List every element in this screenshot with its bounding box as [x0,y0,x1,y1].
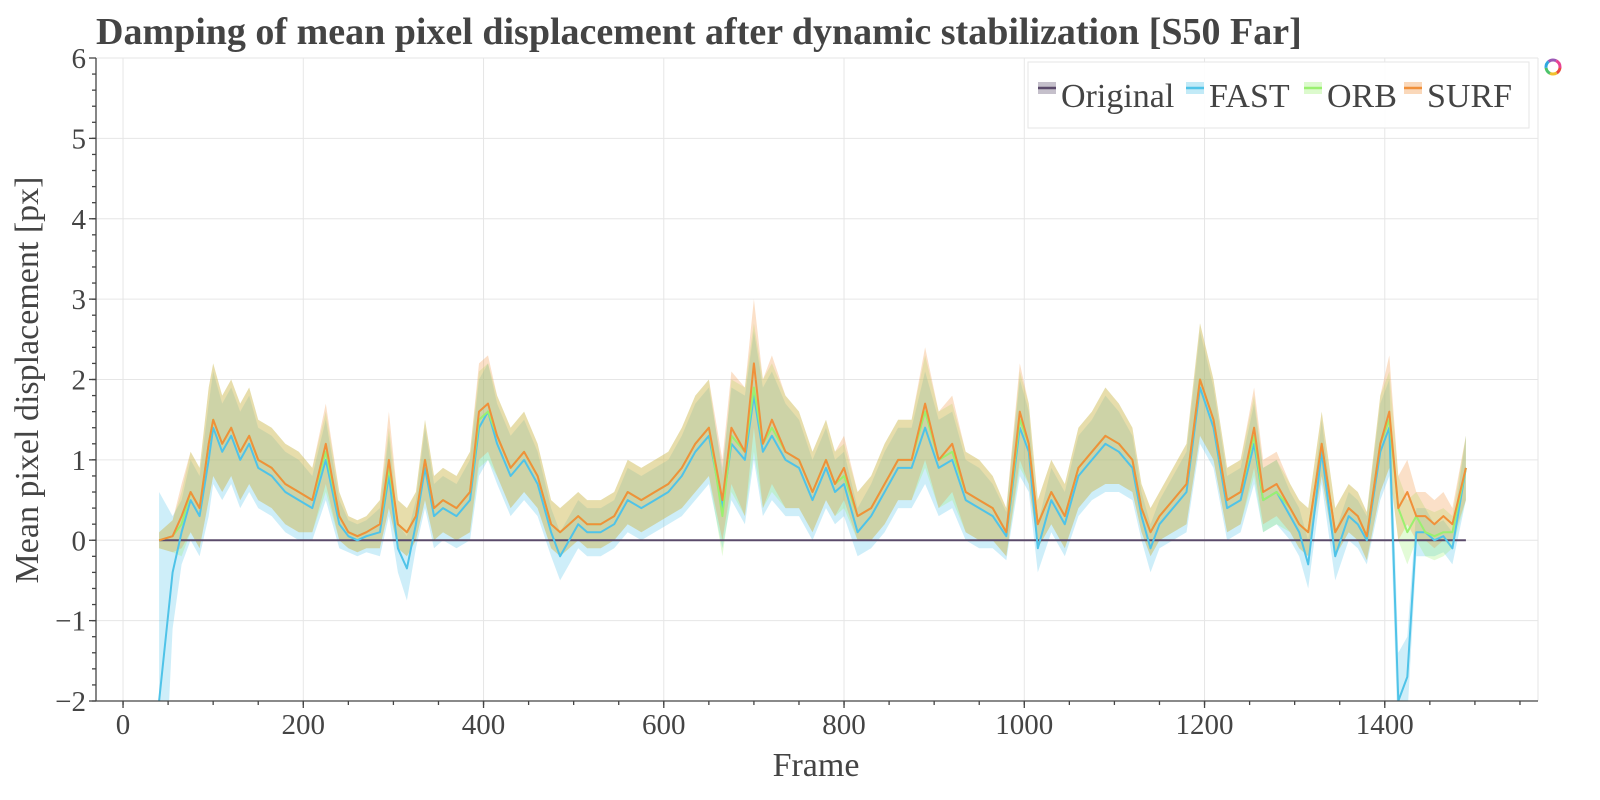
y-tick-label: 2 [72,365,87,397]
legend-label-surf: SURF [1427,78,1512,115]
band-fast [159,331,1466,701]
series-lines [158,362,1467,701]
x-tick-label: 400 [462,709,506,741]
x-tick-label: 800 [822,709,866,741]
y-tick-label: −2 [55,686,86,718]
y-tick-label: 1 [72,445,87,477]
y-axis-label: Mean pixel displacement [px] [9,177,46,584]
line-surf [158,362,1467,542]
legend: Original FAST ORB SURF [1027,61,1530,129]
y-tick-label: −1 [55,606,86,638]
x-tick-label: 0 [116,709,131,741]
x-tick-label: 600 [642,709,686,741]
chart-title: Damping of mean pixel displacement after… [96,11,1302,53]
legend-label-original: Original [1061,78,1174,115]
legend-label-fast: FAST [1209,78,1290,115]
y-tick-label: 6 [72,43,87,75]
x-tick-label: 200 [282,709,326,741]
y-tick-label: 5 [72,123,87,155]
x-tick-label: 1200 [1176,709,1234,741]
y-tick-label: 0 [72,525,87,557]
x-tick-label: 1000 [995,709,1053,741]
axes [89,57,1538,708]
y-tick-labels: −2 −1 0 1 2 3 4 5 6 [55,43,86,718]
error-bands [159,299,1466,701]
legend-label-orb: ORB [1327,78,1397,115]
x-tick-labels: 0 200 400 600 800 1000 1200 1400 [116,709,1414,741]
x-tick-label: 1400 [1356,709,1414,741]
color-wheel-icon[interactable] [1544,58,1562,76]
x-axis-label: Frame [773,747,860,784]
y-tick-label: 3 [72,284,87,316]
y-tick-label: 4 [72,204,87,236]
grid [96,57,1539,702]
legend-box [1027,61,1530,129]
